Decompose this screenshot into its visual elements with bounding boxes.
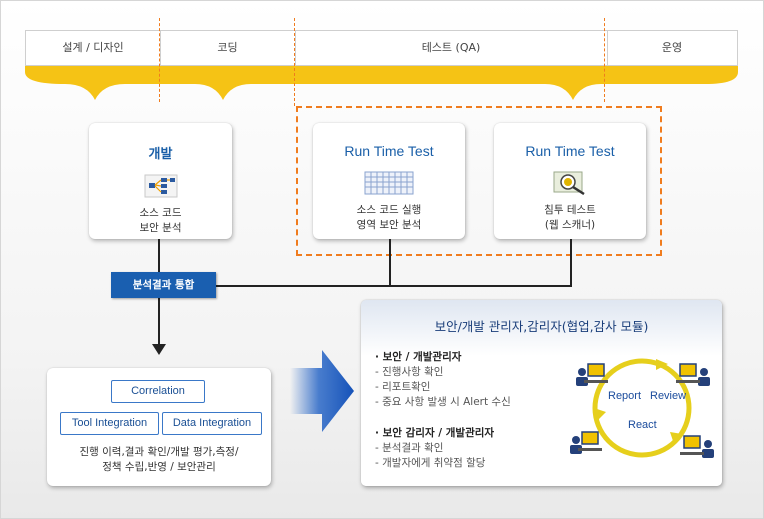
magnifier-scan-icon (553, 171, 587, 196)
dev-card-desc-line2: 보안 분석 (139, 222, 182, 234)
group1-item: - 진행사항 확인 (375, 366, 444, 378)
cycle-review-label: Review (650, 390, 686, 402)
runtime-test-card-1-desc-line1: 소스 코드 실행 (356, 204, 422, 216)
integration-box: Correlation Tool Integration Data Integr… (47, 368, 271, 486)
collaboration-cycle-diagram: Report Review React (570, 358, 714, 458)
code-flow-icon (144, 174, 178, 198)
group1-item: - 중요 사항 발생 시 Alert 수신 (375, 396, 511, 408)
connector-line (158, 239, 160, 272)
person-at-computer-icon (570, 431, 602, 454)
cycle-react-label: React (628, 419, 657, 431)
cycle-report-label: Report (608, 390, 641, 402)
runtime-test-card-1-title: Run Time Test (344, 143, 434, 159)
runtime-test-card-1: Run Time Test 소스 코드 실행 영역 보안 분석 (313, 123, 465, 239)
phase-design: 설계 / 디자인 (62, 41, 124, 54)
arrow-down-icon (152, 344, 166, 355)
integration-desc-line2: 정책 수립,반영 / 보안관리 (102, 461, 216, 473)
dev-card-desc-line1: 소스 코드 (139, 207, 182, 219)
phase-marker-line (604, 18, 605, 102)
tool-integration-label: Tool Integration (60, 412, 159, 435)
integration-desc-line1: 진행 이력,결과 확인/개발 평가,측정/ (79, 446, 239, 458)
phase-marker-line (294, 18, 295, 106)
phase-test-qa: 테스트 (QA) (421, 41, 481, 54)
runtime-test-card-1-desc-line2: 영역 보안 분석 (356, 219, 422, 231)
runtime-test-card-2-desc-line2: (웹 스캐너) (544, 219, 596, 231)
connector-line (570, 239, 572, 287)
big-arrow-right-icon (290, 350, 354, 432)
connector-line (389, 239, 391, 287)
grid-table-icon (364, 171, 414, 195)
runtime-test-card-2-title: Run Time Test (525, 143, 615, 159)
person-at-computer-icon (576, 363, 608, 386)
phase-marker-line (159, 18, 160, 102)
phase-divider (607, 31, 608, 65)
person-at-computer-icon (676, 363, 710, 386)
group1-heading: · 보안 / 개발관리자 (375, 351, 462, 363)
phase-bar: 설계 / 디자인 코딩 테스트 (QA) 운영 (25, 30, 738, 66)
group2-item: - 분석결과 확인 (375, 442, 444, 454)
manager-auditor-panel: 보안/개발 관리자,감리자(협업,감사 모듈) · 보안 / 개발관리자 - 진… (361, 300, 722, 486)
correlation-label: Correlation (111, 380, 205, 403)
phase-coding: 코딩 (217, 41, 238, 54)
connector-line (158, 298, 160, 346)
dev-card: 개발 소스 코드 보안 분석 (89, 123, 232, 239)
group2-heading: · 보안 감리자 / 개발관리자 (375, 427, 495, 439)
phase-divider (160, 31, 161, 65)
phase-brace (25, 66, 738, 100)
data-integration-label: Data Integration (162, 412, 262, 435)
dev-card-title: 개발 (148, 146, 173, 161)
panel-title: 보안/개발 관리자,감리자(협업,감사 모듈) (434, 319, 649, 334)
group1-item: - 리포트확인 (375, 381, 431, 393)
group2-item: - 개발자에게 취약점 할당 (375, 457, 486, 469)
runtime-test-group (296, 106, 662, 256)
phase-divider (295, 31, 296, 65)
person-at-computer-icon (680, 435, 714, 458)
phase-operation: 운영 (661, 41, 683, 54)
connector-line (216, 285, 572, 287)
merge-results-label: 분석결과 통합 (111, 272, 216, 298)
runtime-test-card-2: Run Time Test 침투 테스트 (웹 스캐너) (494, 123, 646, 239)
runtime-test-card-2-desc-line1: 침투 테스트 (544, 204, 596, 216)
